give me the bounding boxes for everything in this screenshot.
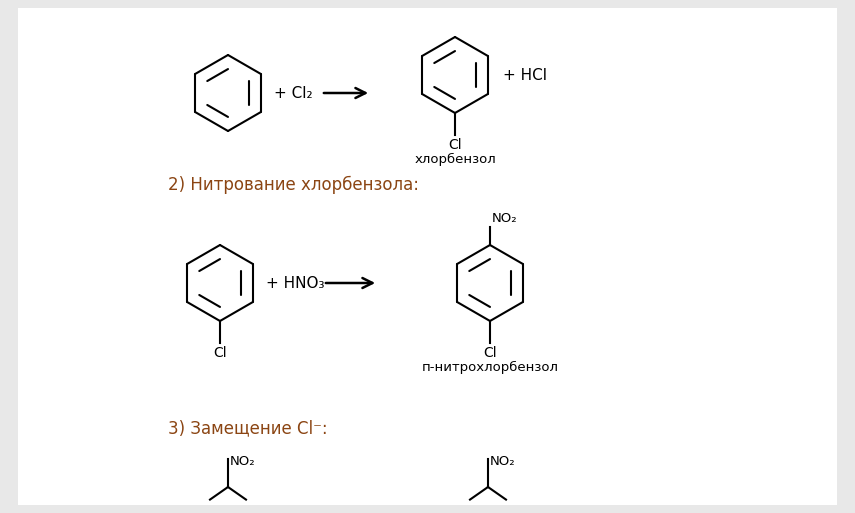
- Text: NO₂: NO₂: [492, 212, 517, 225]
- Text: 2) Нитрование хлорбензола:: 2) Нитрование хлорбензола:: [168, 176, 419, 194]
- Text: Cl: Cl: [483, 346, 497, 360]
- Text: NO₂: NO₂: [230, 455, 256, 468]
- Text: хлорбензол: хлорбензол: [414, 153, 496, 166]
- Text: + HNO₃: + HNO₃: [266, 275, 325, 290]
- Text: Cl: Cl: [448, 138, 462, 152]
- Text: 3) Замещение Cl⁻:: 3) Замещение Cl⁻:: [168, 419, 327, 437]
- Text: Cl: Cl: [213, 346, 227, 360]
- Text: + Cl₂: + Cl₂: [274, 86, 313, 101]
- Text: + HCl: + HCl: [503, 68, 547, 83]
- FancyBboxPatch shape: [18, 8, 837, 505]
- Text: NO₂: NO₂: [490, 455, 516, 468]
- Text: п-нитрохлорбензол: п-нитрохлорбензол: [422, 361, 558, 374]
